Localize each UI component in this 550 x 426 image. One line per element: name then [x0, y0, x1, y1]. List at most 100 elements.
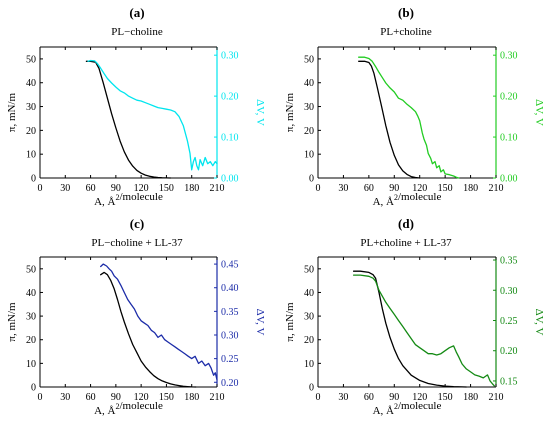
panel-label: (b) — [398, 5, 414, 20]
panel-4: (d) PL+choline + LL-37 0 30 60 90 120 150 180 210… — [284, 216, 545, 417]
y2-tick-label: 0.30 — [500, 286, 518, 297]
x-tick-label: 30 — [60, 183, 70, 194]
y-tick-label: 30 — [26, 312, 36, 323]
x-tick-label: 180 — [184, 183, 199, 194]
y2-tick-label: 0.30 — [221, 51, 239, 62]
x-tick-label: 210 — [210, 183, 225, 194]
panel-label: (c) — [130, 216, 144, 231]
y-tick-label: 0 — [31, 383, 36, 394]
y-tick-label: 0 — [309, 174, 314, 185]
y-axis-title: π, mN/m — [284, 92, 296, 132]
x-tick-label: 210 — [489, 183, 504, 194]
y2-tick-label: 0.10 — [221, 133, 239, 144]
x-tick-label: 60 — [86, 392, 96, 403]
x-tick-label: 0 — [38, 183, 43, 194]
x-tick-label: 210 — [210, 392, 225, 403]
x-axis-title: A, Å2/molecule — [94, 191, 163, 208]
y-tick-label: 20 — [26, 335, 36, 346]
x-tick-label: 150 — [159, 392, 174, 403]
x-tick-label: 30 — [338, 392, 348, 403]
panel-label: (d) — [398, 216, 414, 231]
y-tick-label: 0 — [309, 383, 314, 394]
y-tick-label: 40 — [304, 288, 314, 299]
y-tick-label: 20 — [304, 126, 314, 137]
x-tick-label: 0 — [316, 183, 321, 194]
y-axis-title: π, mN/m — [6, 302, 18, 342]
x-tick-label: 120 — [134, 183, 149, 194]
surface-potential-line — [87, 59, 218, 171]
y2-tick-label: 0.20 — [500, 346, 518, 357]
x-tick-label: 120 — [412, 392, 427, 403]
y-tick-label: 0 — [31, 174, 36, 185]
y2-tick-label: 0.15 — [500, 376, 518, 387]
x-tick-label: 60 — [364, 183, 374, 194]
surface-pressure-line — [352, 270, 467, 388]
y-tick-label: 40 — [304, 78, 314, 89]
x-tick-label: 150 — [159, 183, 174, 194]
panel-title: PL−choline + LL-37 — [91, 237, 183, 249]
x-tick-label: 90 — [111, 392, 121, 403]
surface-potential-line — [358, 56, 460, 179]
x-tick-label: 150 — [438, 392, 453, 403]
surface-pressure-line — [358, 60, 421, 179]
y-tick-label: 40 — [26, 288, 36, 299]
x-tick-label: 0 — [316, 392, 321, 403]
y-tick-label: 20 — [26, 126, 36, 137]
y-tick-label: 10 — [304, 150, 314, 161]
x-tick-label: 90 — [389, 392, 399, 403]
x-tick-label: 90 — [111, 183, 121, 194]
y2-tick-label: 0.30 — [500, 51, 518, 62]
y2-tick-label: 0.25 — [500, 316, 518, 327]
x-tick-label: 30 — [338, 183, 348, 194]
y2-axis-title: ΔV, V — [533, 309, 545, 336]
y-axis-title: π, mN/m — [284, 302, 296, 342]
x-tick-label: 60 — [364, 392, 374, 403]
y2-axis-title: ΔV, V — [254, 99, 266, 126]
x-tick-label: 90 — [389, 183, 399, 194]
x-axis-title: A, Å2/molecule — [373, 400, 442, 417]
y-axis-title: π, mN/m — [6, 92, 18, 132]
x-tick-label: 180 — [463, 183, 478, 194]
y2-tick-label: 0.40 — [221, 283, 239, 294]
panel-3: (c) PL−choline + LL-37 0 30 60 90 120 150 180 210… — [6, 216, 266, 417]
surface-pressure-line — [100, 271, 197, 388]
x-tick-label: 150 — [438, 183, 453, 194]
y2-tick-label: 0.20 — [500, 92, 518, 103]
y2-tick-label: 0.20 — [221, 378, 239, 389]
x-tick-label: 180 — [184, 392, 199, 403]
y2-tick-label: 0.10 — [500, 133, 518, 144]
panel-title: PL+choline — [380, 26, 432, 38]
surface-potential-line — [100, 263, 218, 381]
x-tick-label: 180 — [463, 392, 478, 403]
x-axis-title: A, Å2/molecule — [373, 191, 442, 208]
y2-tick-label: 0.45 — [221, 260, 239, 271]
panel-title: PL−choline — [111, 26, 163, 38]
y-tick-label: 20 — [304, 335, 314, 346]
y-tick-label: 40 — [26, 78, 36, 89]
y-tick-label: 10 — [26, 150, 36, 161]
x-tick-label: 210 — [489, 392, 504, 403]
panel-label: (a) — [129, 5, 144, 20]
y-tick-label: 10 — [304, 359, 314, 370]
surface-pressure-line — [85, 60, 172, 179]
y-tick-label: 50 — [304, 264, 314, 275]
x-tick-label: 120 — [134, 392, 149, 403]
y2-tick-label: 0.00 — [500, 174, 518, 185]
y2-axis-title: ΔV, V — [254, 309, 266, 336]
y2-tick-label: 0.00 — [221, 174, 239, 185]
x-axis-title: A, Å2/molecule — [94, 400, 163, 417]
y-tick-label: 10 — [26, 359, 36, 370]
y-tick-label: 50 — [304, 54, 314, 65]
x-tick-label: 0 — [38, 392, 43, 403]
surface-potential-line — [352, 274, 495, 387]
y-tick-label: 50 — [26, 264, 36, 275]
y-tick-label: 30 — [304, 102, 314, 113]
x-tick-label: 30 — [60, 392, 70, 403]
y2-tick-label: 0.35 — [500, 256, 518, 267]
panel-1: (a) PL−choline 0 30 60 90 120 150 180 210 0 10 20 30 4… — [6, 5, 266, 208]
y2-tick-label: 0.35 — [221, 307, 239, 318]
y-tick-label: 30 — [304, 312, 314, 323]
y2-tick-label: 0.25 — [221, 354, 239, 365]
y2-tick-label: 0.30 — [221, 331, 239, 342]
